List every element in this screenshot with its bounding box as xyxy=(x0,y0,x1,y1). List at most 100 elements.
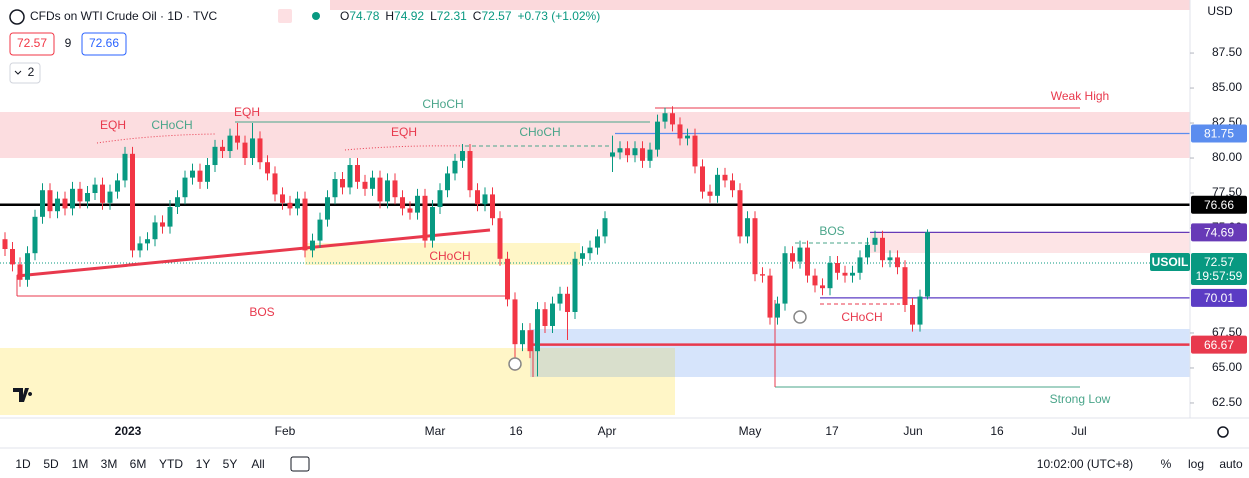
range-button[interactable]: YTD xyxy=(159,457,183,471)
symbol-icon[interactable] xyxy=(9,9,25,25)
alarm-icon[interactable] xyxy=(508,357,522,371)
drawing-label: BOS xyxy=(249,305,274,319)
currency[interactable]: USD xyxy=(1207,4,1233,18)
candle-body xyxy=(17,264,23,280)
time-label: Jun xyxy=(903,424,922,438)
price-tag xyxy=(1191,288,1247,307)
clock[interactable]: 10:02:00 (UTC+8) xyxy=(1037,457,1133,471)
logo xyxy=(13,388,33,402)
candle-body xyxy=(212,146,218,166)
candle-body xyxy=(572,258,578,312)
range-button[interactable]: 5D xyxy=(43,457,59,471)
sell-price[interactable]: 72.57 xyxy=(17,36,47,50)
candle-body xyxy=(902,267,908,305)
drawing-labels: EQH CHoCH EQH CHoCH EQH CHoCH CHoCH BOS BOS CHoCH… xyxy=(100,89,1111,406)
candle-body xyxy=(805,247,810,276)
candle-body xyxy=(745,218,750,237)
trend-line xyxy=(16,228,491,278)
date-range-icon[interactable] xyxy=(290,456,310,472)
time-label: May xyxy=(739,424,762,438)
last-price: 72.57 xyxy=(1204,255,1234,269)
candle-body xyxy=(677,124,683,139)
change: +0.73 (+1.02%) xyxy=(518,9,601,23)
candle-body xyxy=(220,146,225,152)
candle-body xyxy=(850,272,855,276)
candle-body xyxy=(265,162,270,174)
candle-body xyxy=(250,138,255,159)
flag-icon[interactable] xyxy=(278,9,292,23)
price-tag-label: 70.01 xyxy=(1204,291,1234,305)
chevron xyxy=(14,70,22,75)
alarm-icon[interactable] xyxy=(793,310,807,324)
candle-body xyxy=(310,240,315,251)
candle-body xyxy=(145,239,150,244)
indicator-count[interactable]: 2 xyxy=(28,65,35,79)
header: CFDs on WTI Crude Oil · 1D · TVC O74.78 H… xyxy=(9,9,600,84)
candle-body xyxy=(670,113,675,125)
candle-body xyxy=(880,237,885,261)
candle-body xyxy=(595,236,600,248)
price-tag xyxy=(1191,195,1247,214)
time-label: 17 xyxy=(825,424,839,438)
candle-body xyxy=(77,188,83,202)
candle-body xyxy=(482,194,488,205)
candle-body xyxy=(542,309,548,326)
candle-body xyxy=(827,262,833,289)
candle-body xyxy=(617,148,623,153)
alarm-icons xyxy=(508,310,807,371)
range-button[interactable]: 1D xyxy=(15,457,31,471)
candle-body xyxy=(355,165,360,182)
candle-body xyxy=(790,253,795,262)
candle-body xyxy=(100,184,105,203)
candle-body xyxy=(760,274,765,276)
supply-zone xyxy=(0,112,1190,158)
candle-body xyxy=(775,303,780,318)
candle-body xyxy=(190,170,195,178)
candle-body xyxy=(347,165,353,188)
buy-price[interactable]: 72.66 xyxy=(89,36,119,50)
range-button[interactable]: 3M xyxy=(101,457,118,471)
symbol-title[interactable]: CFDs on WTI Crude Oil · 1D · TVC xyxy=(30,9,217,23)
candle-body xyxy=(175,197,180,208)
candle-body xyxy=(535,309,540,352)
range-button[interactable]: 6M xyxy=(130,457,147,471)
drawing-label: EQH xyxy=(234,105,260,119)
candle-body xyxy=(430,207,435,241)
ohlc: O74.78 H74.92 L72.31 C72.57 +0.73 (+1.02%) xyxy=(340,9,600,23)
tv-logo xyxy=(13,388,33,402)
indicators-toggle[interactable] xyxy=(9,62,41,84)
candle-body xyxy=(872,237,878,245)
candle-body xyxy=(400,197,405,209)
ohlc-key: O xyxy=(340,9,349,23)
price-tag xyxy=(1191,124,1247,143)
drawing-label: CHoCH xyxy=(151,118,192,132)
supply-zone xyxy=(330,0,1190,10)
price-tag xyxy=(1191,335,1247,354)
candle-body xyxy=(467,151,473,191)
candle-body xyxy=(10,249,15,265)
range-button[interactable]: 1M xyxy=(72,457,89,471)
level-lines xyxy=(0,132,1190,346)
scale-option[interactable]: % xyxy=(1161,457,1172,471)
candle-body xyxy=(2,239,8,249)
candle-body xyxy=(857,257,863,273)
scale-option[interactable]: auto xyxy=(1219,457,1243,471)
candle-body xyxy=(197,170,203,182)
candle-body xyxy=(137,243,143,251)
range-button[interactable]: All xyxy=(251,457,264,471)
candle-body xyxy=(32,216,38,254)
time-label: 2023 xyxy=(115,424,142,438)
range-button[interactable]: 5Y xyxy=(223,457,238,471)
price-label: 77.50 xyxy=(1212,185,1242,199)
range-button[interactable]: 1Y xyxy=(196,457,211,471)
scale-option[interactable]: log xyxy=(1188,457,1204,471)
candle-body xyxy=(730,180,735,191)
settings-icon[interactable] xyxy=(1217,426,1229,438)
candle-body xyxy=(625,148,630,156)
candle-body xyxy=(917,296,923,325)
buy-box[interactable] xyxy=(81,32,127,56)
overlap-zone xyxy=(530,348,675,377)
candle-body xyxy=(587,247,593,254)
sell-box[interactable] xyxy=(9,32,55,56)
